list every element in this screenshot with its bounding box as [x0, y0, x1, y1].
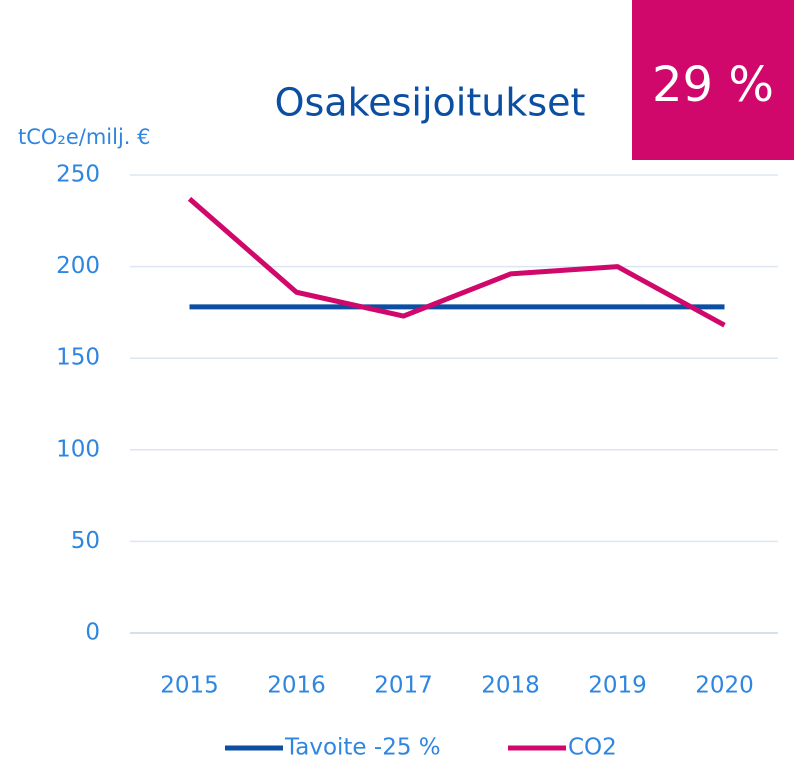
legend-label: CO2	[568, 735, 617, 761]
x-tick-label: 2015	[160, 673, 219, 699]
x-tick-label: 2016	[267, 673, 326, 699]
y-tick-label: 50	[71, 528, 100, 554]
x-tick-label: 2019	[588, 673, 647, 699]
y-tick-label: 150	[56, 345, 100, 371]
legend-label: Tavoite -25 %	[284, 735, 441, 761]
badge-box	[632, 0, 794, 160]
y-axis-label: tCO₂e/milj. €	[18, 125, 151, 149]
chart-title: Osakesijoitukset	[275, 81, 586, 125]
x-tick-label: 2018	[481, 673, 540, 699]
y-tick-label: 250	[56, 162, 100, 188]
badge: 29 %	[652, 57, 774, 113]
y-tick-label: 0	[85, 620, 100, 646]
x-tick-label: 2020	[695, 673, 754, 699]
x-tick-label: 2017	[374, 673, 433, 699]
line-series	[187, 196, 726, 328]
y-tick-label: 100	[56, 436, 100, 462]
y-tick-label: 200	[56, 253, 100, 279]
